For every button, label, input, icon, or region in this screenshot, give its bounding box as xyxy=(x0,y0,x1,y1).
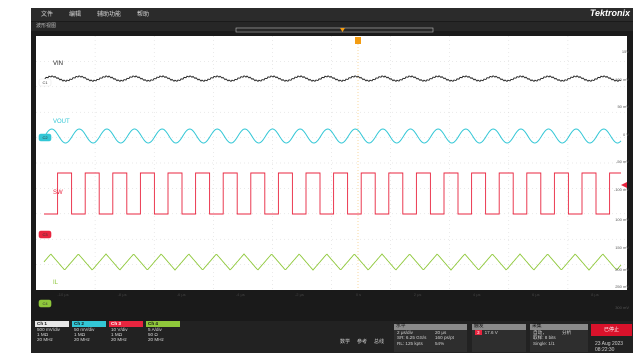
record-length: RL: 125 kpts xyxy=(397,340,423,346)
trigger-header: 触发 xyxy=(472,324,526,330)
ch2-impedance: 1 MΩ xyxy=(74,331,86,337)
ch4-impedance: 50 Ω xyxy=(148,331,158,337)
ref-button[interactable]: 参考 xyxy=(357,339,368,345)
time: 08:22:30 xyxy=(595,346,615,353)
trigger-t-marker xyxy=(355,37,361,44)
menu-file[interactable]: 文件 xyxy=(41,12,54,18)
ch4-bandwidth: 20 MHz xyxy=(148,337,164,343)
ch1-scale: 500 mV/div xyxy=(37,326,60,332)
time-axis-label: 2 μs xyxy=(413,292,422,297)
corner-marker xyxy=(616,38,627,49)
ch1-settings[interactable]: Ch 1 500 mV/div 1 MΩ 20 MHz xyxy=(35,321,69,353)
ch2-label: VOUT xyxy=(53,119,70,125)
ch2-scale: 50 mV/div xyxy=(74,326,95,332)
ch2-settings[interactable]: Ch 2 50 mV/div 1 MΩ 20 MHz xyxy=(72,321,106,353)
ch4-header: Ch 4 xyxy=(146,321,180,327)
right-scale-label: 50 mV xyxy=(617,104,629,109)
time-axis-label: -4 μs xyxy=(235,292,245,297)
ch1-badge-text: C1 xyxy=(42,80,48,85)
math-button[interactable]: 数学 xyxy=(340,339,351,345)
acquire-panel[interactable]: 采集 自动， 分析 取样: 8 bits Single: 1/1 xyxy=(530,324,588,352)
right-scale-label: 100 mV xyxy=(615,77,629,82)
horizontal-position: 20 μs xyxy=(435,330,447,335)
time-axis-label: 0 s xyxy=(355,292,362,297)
view-title-bar xyxy=(31,22,633,31)
ch3-scale: 10 V/div xyxy=(111,326,128,332)
right-scale-label: 250 mV xyxy=(615,284,629,289)
ch1-bandwidth: 20 MHz xyxy=(37,337,53,343)
time-axis-label: -6 μs xyxy=(176,292,186,297)
right-scale-label: 15V xyxy=(621,49,629,54)
ch4-settings[interactable]: Ch 4 5 A/div 50 Ω 20 MHz xyxy=(146,321,180,353)
acquire-mode: 自动， xyxy=(533,330,547,335)
ch4-badge-text: C4 xyxy=(42,301,48,306)
trigger-position: 54% xyxy=(435,340,445,346)
time-axis-label: 8 μs xyxy=(591,292,599,297)
trigger-panel[interactable]: 触发 3 17.6 V xyxy=(472,324,526,352)
ch2-offset-badge xyxy=(38,133,52,142)
vin-trace xyxy=(43,75,622,83)
horizontal-scale: 2 μs/div xyxy=(397,330,413,335)
right-scale-label: 100 mV xyxy=(615,217,629,222)
ch4-scale: 5 A/div xyxy=(148,326,162,332)
trigger-position-marker xyxy=(340,28,345,32)
acquire-header: 采集 xyxy=(530,324,588,330)
brand-logo: Tektronix xyxy=(589,8,630,18)
status-bar: Ch 1 500 mV/div 1 MΩ 20 MHz Ch 2 50 mV/d… xyxy=(31,321,633,353)
right-scale-label: 200 mV xyxy=(615,267,629,272)
ch3-impedance: 1 MΩ xyxy=(111,331,123,337)
trigger-level-arrow xyxy=(621,182,627,188)
time-axis-label: 4 μs xyxy=(472,292,481,297)
zoom-window-bar xyxy=(235,27,434,33)
date: 23 Aug 2023 xyxy=(595,341,624,347)
right-scale-label: 150 mV xyxy=(615,245,629,250)
time-axis-label: -2 μs xyxy=(294,292,304,297)
menu-bar: 文件 编辑 辅助功能 帮助 Tektronix xyxy=(31,8,633,21)
time-axis-label: 6 μs xyxy=(531,292,540,297)
ch1-header: Ch 1 xyxy=(35,321,69,327)
bus-button[interactable]: 总线 xyxy=(374,339,385,345)
ch3-bandwidth: 20 MHz xyxy=(111,337,127,343)
run-stop-button[interactable]: 已停止 xyxy=(591,324,632,336)
ch3-label: SW xyxy=(53,190,63,196)
ch2-bandwidth: 20 MHz xyxy=(74,337,90,343)
ch1-impedance: 1 MΩ xyxy=(37,331,49,337)
ch4-offset-badge xyxy=(38,299,52,308)
il-trace xyxy=(43,253,622,271)
waveform-area[interactable]: C1 C2 C3 C4 xyxy=(31,8,633,321)
acquire-analysis: 分析 xyxy=(562,330,572,335)
ch1-offset-badge xyxy=(38,78,52,87)
menu-assist[interactable]: 辅助功能 xyxy=(97,12,122,18)
acquire-bits: 取样: 8 bits xyxy=(533,335,556,341)
trigger-level: 17.6 V xyxy=(484,330,498,335)
scope-window: 文件 编辑 辅助功能 帮助 Tektronix 波形视图 C1 C2 C3 C4 VI… xyxy=(31,8,633,353)
right-scale-label: -50 mV xyxy=(616,159,629,164)
menu-help[interactable]: 帮助 xyxy=(137,12,150,18)
time-axis-label: -10 μs xyxy=(57,292,69,297)
datetime: 23 Aug 2023 08:22:30 xyxy=(595,341,624,353)
right-scale-label: 300 mV xyxy=(615,305,629,310)
ch3-badge-text: C3 xyxy=(42,232,48,237)
view-title: 波形视图 xyxy=(36,23,57,29)
horizontal-panel[interactable]: 水平 2 μs/div 20 μs SR: 6.25 GS/s 160 ps/pt … xyxy=(394,324,467,352)
trigger-source-badge: 3 xyxy=(475,330,482,336)
vout-trace xyxy=(43,128,622,144)
acquire-count: Single: 1/1 xyxy=(533,340,555,346)
sample-rate: SR: 6.25 GS/s xyxy=(397,335,427,341)
ch2-header: Ch 2 xyxy=(72,321,106,327)
ch3-offset-badge xyxy=(38,230,52,239)
ch3-settings[interactable]: Ch 3 10 V/div 1 MΩ 20 MHz xyxy=(109,321,143,353)
ch1-label: VIN xyxy=(53,61,64,67)
sample-interval: 160 ps/pt xyxy=(435,335,454,341)
right-scale-label: 0 V xyxy=(622,132,629,137)
right-scale-label: -100 mV xyxy=(613,187,629,192)
ch3-header: Ch 3 xyxy=(109,321,143,327)
menu-edit[interactable]: 编辑 xyxy=(69,12,82,18)
time-axis-label: -8 μs xyxy=(117,292,127,297)
ch2-badge-text: C2 xyxy=(42,135,48,140)
horizontal-header: 水平 xyxy=(394,324,467,330)
ch4-label: IL xyxy=(53,280,59,286)
sw-trace xyxy=(44,172,621,215)
